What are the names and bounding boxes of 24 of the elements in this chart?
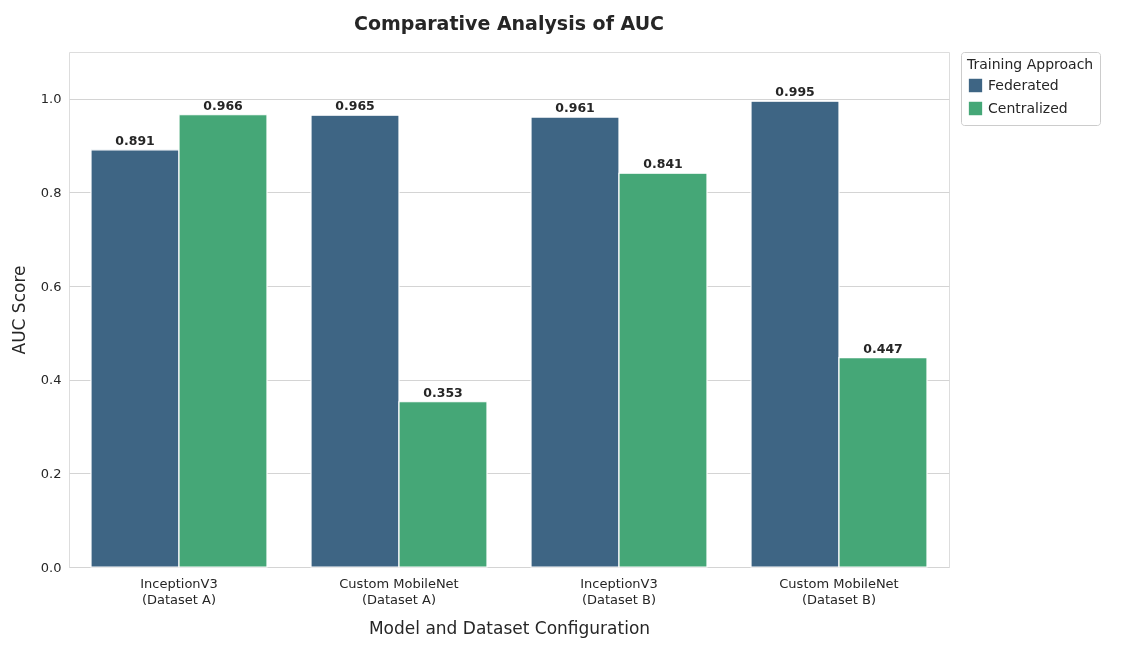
y-axis-title: AUC Score: [8, 265, 29, 355]
legend-title: Training Approach: [966, 56, 1094, 72]
x-tick-label: InceptionV3 (Dataset B): [580, 575, 658, 607]
data-label: 0.965: [335, 98, 375, 114]
y-tick-label: 0.8: [40, 184, 62, 200]
x-tick-label: InceptionV3 (Dataset A): [140, 575, 218, 607]
x-tick-label: Custom MobileNet (Dataset A): [339, 575, 459, 607]
data-label: 0.995: [775, 84, 815, 100]
data-label: 0.353: [423, 384, 463, 400]
data-label: 0.961: [555, 100, 595, 116]
data-label: 0.841: [643, 156, 683, 172]
y-tick-label: 0.2: [40, 465, 62, 481]
y-tick-label: 0.6: [40, 278, 62, 294]
y-tick-label: 1.0: [40, 91, 62, 107]
legend-label: Federated: [988, 76, 1059, 93]
y-tick-label: 0.4: [40, 372, 62, 388]
x-axis-title: Model and Dataset Configuration: [368, 617, 651, 638]
data-label: 0.891: [115, 132, 155, 148]
data-label: 0.447: [863, 340, 903, 356]
data-label: 0.966: [203, 97, 244, 113]
y-tick-label: 0.0: [40, 559, 62, 575]
x-tick-label: Custom MobileNet (Dataset B): [779, 575, 899, 607]
chart-title: Comparative Analysis of AUC: [353, 11, 665, 34]
legend-label: Centralized: [988, 99, 1068, 116]
